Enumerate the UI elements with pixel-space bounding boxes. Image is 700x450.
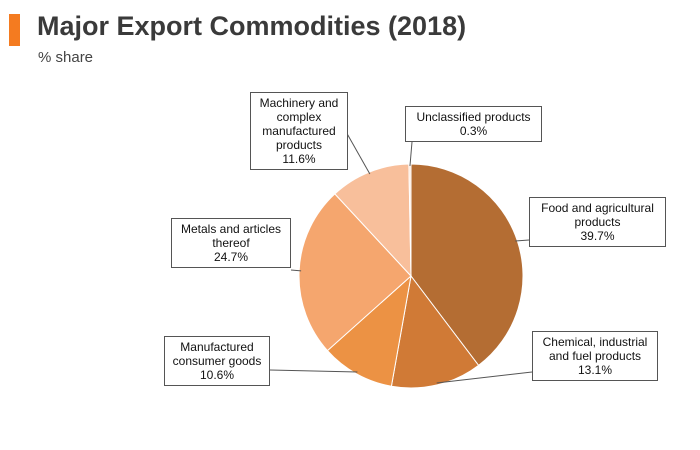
slice-value-text: 39.7% — [580, 229, 615, 243]
title-accent-bar — [9, 14, 20, 46]
pie-slice-chemical-industrial-fuel — [390, 274, 480, 389]
leader-line-food-agricultural — [515, 239, 530, 242]
slice-label-text: Manufactured consumer goods — [172, 340, 262, 368]
leader-line-manufactured-consumer-goods — [269, 369, 358, 373]
slice-value-text: 13.1% — [577, 363, 613, 377]
slice-value-text: 24.7% — [213, 250, 249, 264]
slice-label-unclassified: Unclassified products 0.3% — [405, 106, 542, 142]
slice-value-text: 11.6% — [282, 152, 316, 166]
chart-title: Major Export Commodities (2018) — [37, 11, 467, 41]
leader-line-unclassified — [409, 141, 413, 167]
slice-label-chemical-industrial-fuel: Chemical, industrial and fuel products 1… — [532, 331, 658, 381]
slice-label-food-agricultural: Food and agricultural products 39.7% — [529, 197, 666, 247]
slice-value-text: 0.3% — [459, 124, 488, 138]
slice-value-text: 10.6% — [199, 368, 235, 382]
slice-label-text: Unclassified products — [416, 110, 531, 124]
pie-slice-manufactured-consumer-goods — [326, 274, 412, 387]
slice-label-text: Food and agricultural products — [541, 201, 654, 229]
leader-line-chemical-industrial-fuel — [436, 371, 533, 384]
chart-subtitle: % share — [38, 49, 94, 66]
leader-line-metals-articles — [290, 269, 302, 272]
slice-label-text: Machinery and complex manufactured produ… — [259, 96, 339, 152]
slice-label-text: Chemical, industrial and fuel products — [542, 335, 648, 363]
leader-line-machinery-complex — [344, 129, 371, 175]
slice-label-manufactured-consumer-goods: Manufactured consumer goods 10.6% — [164, 336, 270, 386]
slice-label-text: Metals and articles thereof — [180, 222, 282, 250]
slice-label-machinery-complex: Machinery and complex manufactured produ… — [250, 92, 348, 170]
slice-label-metals-articles: Metals and articles thereof 24.7% — [171, 218, 291, 268]
